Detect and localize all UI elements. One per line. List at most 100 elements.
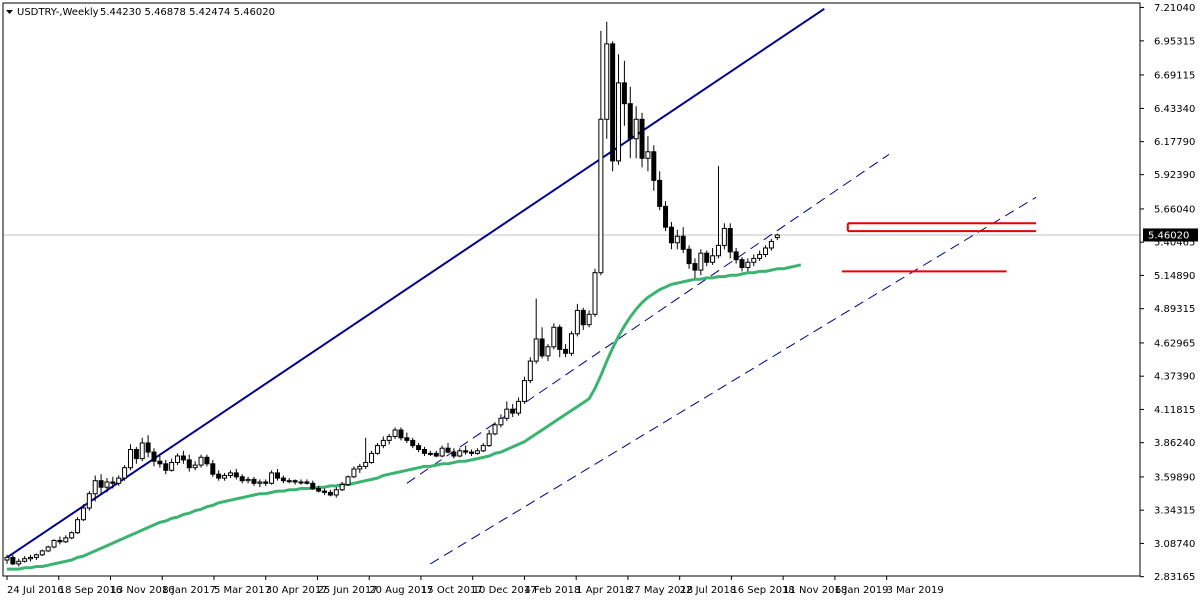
y-tick-label: 3.59890: [1154, 472, 1195, 483]
y-tick-label: 5.40465: [1154, 238, 1195, 249]
x-tick-label: 3 Mar 2019: [887, 585, 944, 596]
x-tick-label: 25 Jun 2017: [317, 585, 377, 596]
candle-bullish: [175, 455, 181, 463]
candle-bullish: [498, 417, 504, 426]
candle-bullish: [51, 539, 57, 548]
triangle-down-icon[interactable]: [6, 10, 13, 14]
x-tick-label: 1 Apr 2018: [576, 585, 631, 596]
candle-bearish: [157, 460, 163, 465]
candle-bearish: [510, 408, 516, 414]
candle-bearish: [10, 556, 16, 565]
chart-header: USDTRY-,Weekly 5.44230 5.46878 5.42474 5…: [6, 7, 275, 18]
candle-bearish: [668, 226, 674, 244]
candle-bearish: [539, 338, 545, 357]
moving-average-layer: [7, 263, 802, 571]
candle-bullish: [486, 433, 492, 447]
candle-bullish: [69, 532, 75, 539]
candle-bullish: [710, 255, 716, 263]
x-tick-label: 16 Sep 2018: [731, 585, 794, 596]
candle-bullish: [127, 448, 133, 469]
candle-bearish: [98, 480, 104, 488]
candle-bearish: [210, 463, 216, 475]
candle-bullish: [574, 309, 580, 335]
candle-bearish: [404, 437, 410, 441]
trendline: [6, 7, 825, 559]
candle-bullish: [645, 151, 651, 159]
candle-bullish: [504, 408, 510, 419]
x-tick-label: 6 Jan 2019: [835, 585, 889, 596]
candle-bullish: [63, 537, 69, 543]
moving-average-line: [7, 263, 802, 571]
candle-bullish: [715, 244, 721, 257]
candle-bullish: [86, 493, 92, 509]
candle-bearish: [110, 481, 116, 484]
candle-bearish: [557, 326, 563, 350]
y-tick-label: 7.21040: [1154, 3, 1195, 14]
candle-bearish: [663, 205, 669, 228]
y-tick-label: 4.89315: [1154, 304, 1195, 315]
candle-bearish: [316, 487, 322, 492]
candle-bullish: [474, 450, 480, 454]
candle-bullish: [592, 272, 598, 315]
candle-bullish: [745, 261, 751, 268]
candle-bullish: [122, 467, 128, 479]
candle-bullish: [80, 507, 86, 521]
candle-bullish: [363, 461, 369, 467]
candle-bullish: [674, 235, 680, 244]
x-tick-label: 11 Nov 2018: [783, 585, 847, 596]
candle-bullish: [616, 82, 622, 162]
candle-bearish: [180, 455, 186, 461]
candle-bearish: [280, 477, 286, 482]
y-tick-label: 2.83165: [1154, 572, 1195, 583]
candle-bearish: [463, 450, 469, 453]
y-tick-label: 6.17790: [1154, 137, 1195, 148]
candle-bearish: [163, 463, 169, 471]
candle-bullish: [345, 476, 351, 486]
candle-bullish: [369, 452, 375, 463]
candle-bearish: [680, 235, 686, 250]
candle-bearish: [651, 151, 657, 181]
candle-bullish: [169, 461, 175, 471]
candle-bullish: [533, 338, 539, 362]
candle-bullish: [16, 560, 22, 565]
candle-bearish: [657, 179, 663, 207]
x-tick-label: 8 Jan 2017: [162, 585, 216, 596]
candle-bearish: [327, 491, 333, 496]
current-price-tag: 5.46020: [1143, 228, 1198, 242]
candle-bullish: [392, 429, 398, 437]
candle-bullish: [380, 439, 386, 447]
candle-bullish: [774, 234, 780, 239]
candle-bearish: [733, 251, 739, 261]
candle-bearish: [445, 447, 451, 453]
y-tick-label: 5.92390: [1154, 170, 1195, 181]
candle-bearish: [692, 263, 698, 271]
candle-bullish: [527, 360, 533, 382]
candle-bearish: [322, 490, 328, 493]
candle-bearish: [451, 451, 457, 457]
candle-bullish: [333, 489, 339, 496]
candle-bullish: [357, 465, 363, 470]
candle-bullish: [586, 313, 592, 326]
candle-bullish: [516, 400, 522, 414]
y-tick-label: 3.34315: [1154, 506, 1195, 517]
candle-bearish: [621, 82, 627, 105]
candle-bullish: [22, 558, 28, 562]
candle-bullish: [763, 247, 769, 255]
candle-bullish: [192, 464, 198, 469]
candle-bearish: [610, 43, 616, 162]
candle-bearish: [304, 481, 310, 484]
candle-bearish: [263, 481, 269, 484]
candle-bullish: [92, 480, 98, 495]
candle-bullish: [198, 456, 204, 466]
candle-bullish: [222, 474, 228, 479]
candle-bullish: [480, 445, 486, 452]
x-tick-label: 30 Apr 2017: [266, 585, 328, 596]
candle-bearish: [410, 439, 416, 447]
x-tick-label: 27 May 2018: [628, 585, 693, 596]
y-tick-label: 5.66040: [1154, 204, 1195, 215]
candle-bullish: [4, 556, 10, 561]
candle-bullish: [374, 445, 380, 454]
